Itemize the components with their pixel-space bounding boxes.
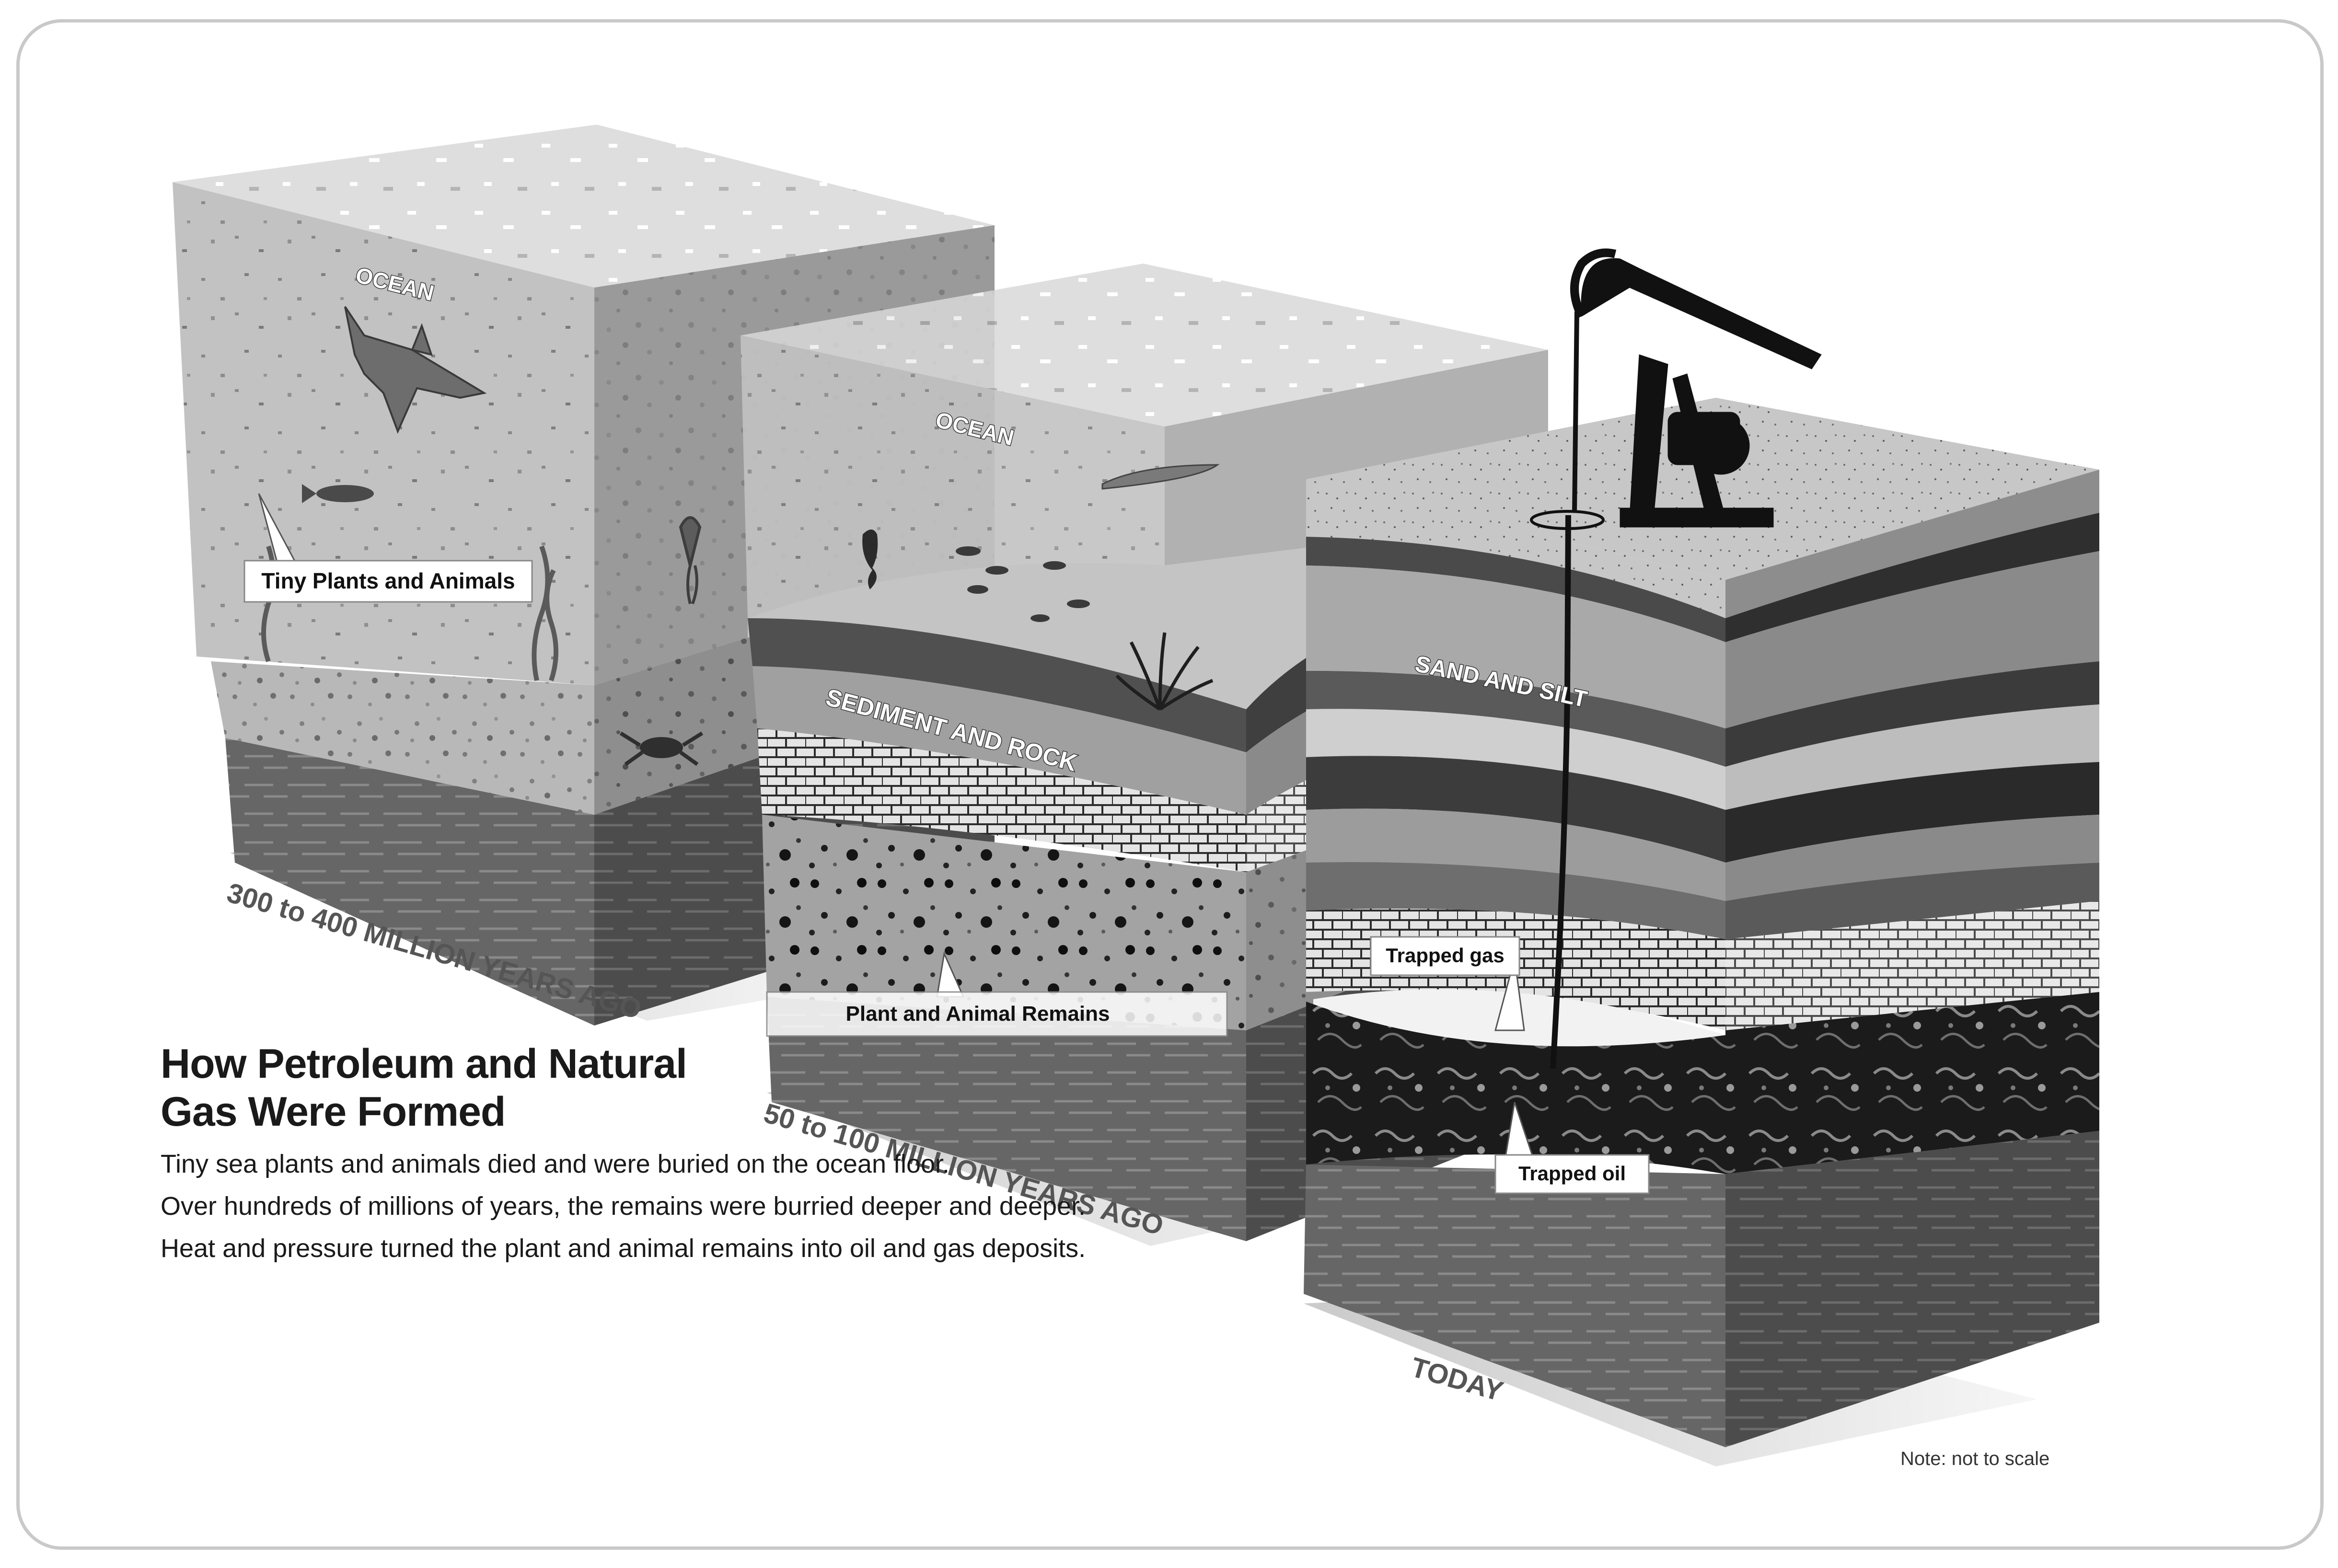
fish-icon xyxy=(302,484,374,503)
seafloor-sediment xyxy=(211,661,594,815)
caption-title: How Petroleum and Natural Gas Were Forme… xyxy=(161,1041,687,1135)
bedrock-front xyxy=(225,738,594,1026)
ocean-surface xyxy=(173,125,995,288)
callout-trapped-oil-text: Trapped oil xyxy=(1518,1162,1626,1185)
scale-note: Note: not to scale xyxy=(1900,1448,2050,1469)
callout-plant-remains xyxy=(766,991,1228,1037)
well-pipe xyxy=(1550,515,1571,1069)
callout-tiny-plants xyxy=(243,560,533,603)
oil-reservoir xyxy=(1306,1002,1725,1174)
caption-step-2: Over hundreds of millions of years, the … xyxy=(161,1192,1086,1221)
crab-icon xyxy=(619,731,704,766)
plant-animal-remains-layer xyxy=(762,815,1246,1030)
callout-plant-remains-text: Plant and Animal Remains xyxy=(846,1002,1110,1026)
shark-icon xyxy=(344,306,487,434)
well-head xyxy=(1530,510,1605,530)
explanation-panel: How Petroleum and Natural Gas Were Forme… xyxy=(161,1040,1119,1275)
fish-school-icon xyxy=(956,546,1090,622)
ocean-surface-2 xyxy=(741,264,1548,427)
callout-tiny-plants-text: Tiny Plants and Animals xyxy=(261,568,515,593)
callout-trapped-gas-text: Trapped gas xyxy=(1386,944,1504,967)
coral-icon xyxy=(1115,632,1214,711)
seahorse-icon xyxy=(862,530,878,589)
jellyfish-icon xyxy=(679,516,702,605)
callout-trapped-gas xyxy=(1370,936,1520,976)
caption-step-1: Tiny sea plants and animals died and wer… xyxy=(161,1150,950,1178)
pumpjack-icon xyxy=(1570,248,1822,528)
callout-trapped-oil xyxy=(1494,1154,1650,1194)
caption-step-3: Heat and pressure turned the plant and a… xyxy=(161,1234,1086,1263)
block-today: Trapped gas Trapped oil SAND AND SILT TO… xyxy=(1304,248,2099,1466)
fish-icon-2 xyxy=(1101,464,1220,490)
